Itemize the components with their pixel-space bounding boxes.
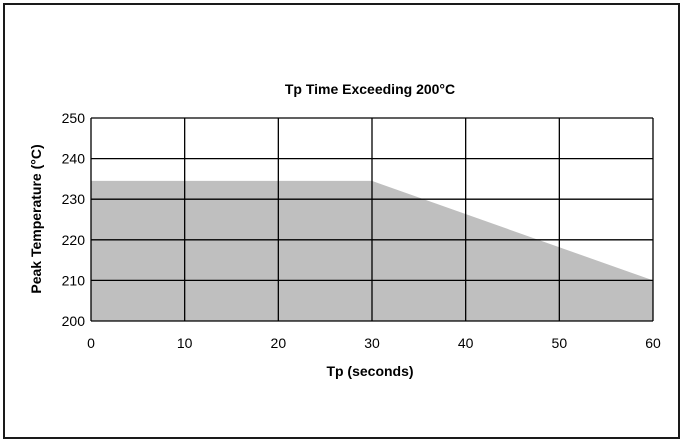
y-tick-label-5: 250 (62, 110, 86, 126)
y-tick-label-3: 230 (62, 191, 86, 207)
y-tick-label-0: 200 (62, 313, 86, 329)
x-tick-label-5: 50 (552, 335, 568, 351)
x-tick-label-1: 10 (177, 335, 193, 351)
chart-title: Tp Time Exceeding 200°C (285, 81, 455, 97)
y-tick-label-4: 240 (62, 151, 86, 167)
grid-layer (90, 117, 654, 322)
x-tick-label-0: 0 (87, 335, 95, 351)
x-tick-labels: 0 10 20 30 40 50 60 (87, 335, 661, 351)
y-tick-labels: 200 210 220 230 240 250 (62, 110, 86, 329)
x-tick-label-2: 20 (271, 335, 287, 351)
x-tick-label-4: 40 (458, 335, 474, 351)
y-tick-label-1: 210 (62, 272, 86, 288)
y-axis-label: Peak Temperature (°C) (28, 144, 44, 293)
x-tick-label-6: 60 (645, 335, 661, 351)
x-axis-label: Tp (seconds) (326, 363, 413, 379)
y-tick-label-2: 220 (62, 232, 86, 248)
x-tick-label-3: 30 (364, 335, 380, 351)
